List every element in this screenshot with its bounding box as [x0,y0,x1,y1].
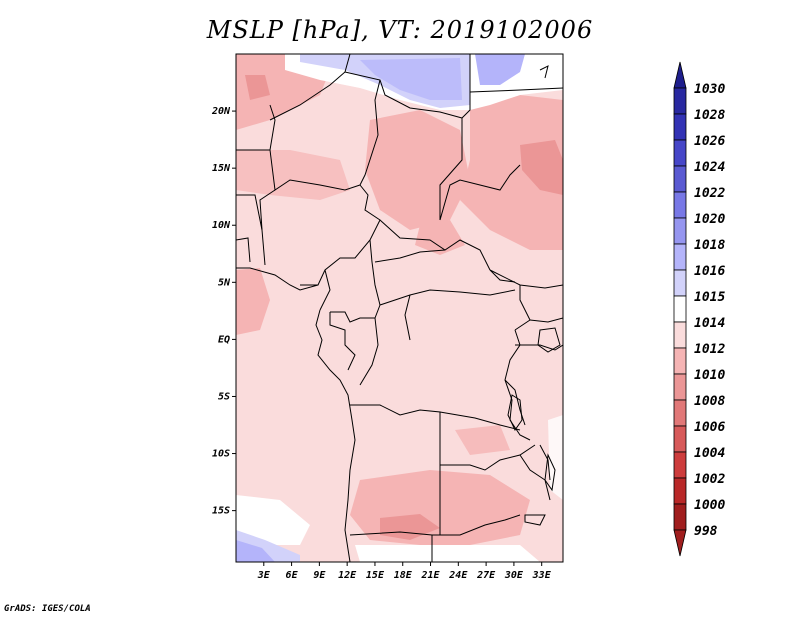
lat-tick-label: 5S [218,391,230,402]
lat-tick-label: 15N [212,163,231,174]
grads-credit: GrADS: IGES/COLA [4,604,91,614]
lon-tick-label: 12E [338,570,357,581]
colorbar-box [673,269,687,297]
colorbar-label: 1004 [694,446,725,461]
colorbar-label: 1015 [694,290,725,305]
lon-tick-label: 30E [504,570,524,581]
lon-tick-label: 15E [366,570,385,581]
colorbar-label: 1006 [694,420,725,435]
colorbar-label: 1028 [694,108,725,123]
colorbar-box [673,139,687,167]
country-borders [236,54,563,562]
lon-tick-label: 33E [532,570,552,581]
latitude-axis: 20N 15N 10N 5N EQ 5S 10S 15S [211,106,236,517]
colorbar-box [673,295,687,323]
colorbar-label: 1014 [694,316,725,331]
colorbar-box [673,87,687,115]
lon-tick-label: 21E [421,570,441,581]
colorbar-label: 1024 [694,160,725,175]
colorbar-box [673,425,687,453]
colorbar-label: 1020 [694,212,725,227]
colorbar-label: 1030 [694,82,725,97]
colorbar-box [673,243,687,271]
colorbar-box [673,321,687,349]
lon-tick-label: 3E [257,570,271,581]
lon-tick-label: 27E [476,570,496,581]
colorbar-label: 1012 [694,342,725,357]
colorbar-box [673,165,687,193]
colorbar-bottom-arrow [673,529,687,557]
pressure-field [236,54,563,562]
colorbar-label: 1022 [694,186,725,201]
colorbar-label: 1016 [694,264,725,279]
colorbar-box [673,477,687,505]
colorbar-top-arrow [673,61,687,89]
lat-tick-label: 20N [211,106,231,117]
colorbar-box [673,113,687,141]
colorbar-box [673,399,687,427]
lon-tick-label: 24E [448,570,468,581]
colorbar-box [673,347,687,375]
colorbar-label: 1010 [694,368,725,383]
lon-tick-label: 6E [286,570,299,581]
lon-tick-label: 18E [394,570,413,581]
colorbar-label: 1002 [694,472,725,487]
colorbar-box [673,373,687,401]
colorbar: 1030 1028 1026 1024 1022 1020 1018 1016 1015 1014… [673,61,725,557]
lat-tick-label: 15S [212,506,230,517]
colorbar-box [673,217,687,245]
lon-tick-label: 9E [313,570,326,581]
lat-tick-label: 10N [212,220,231,231]
lat-tick-label: 5N [218,277,231,288]
colorbar-box [673,451,687,479]
colorbar-label: 1008 [694,394,725,409]
colorbar-label: 1000 [694,498,725,513]
lat-tick-label: EQ [218,334,230,345]
colorbar-label: 1026 [694,134,725,149]
colorbar-box [673,191,687,219]
map-title: MSLP [hPa], VT: 2019102006 [206,16,594,44]
colorbar-label: 1018 [694,238,725,253]
longitude-axis: 3E 6E 9E 12E 15E 18E 21E 24E 27E 30E 33E [257,562,552,581]
map-frame [235,53,564,563]
colorbar-label: 998 [694,524,718,539]
lat-tick-label: 10S [212,449,230,460]
colorbar-box [673,503,687,531]
